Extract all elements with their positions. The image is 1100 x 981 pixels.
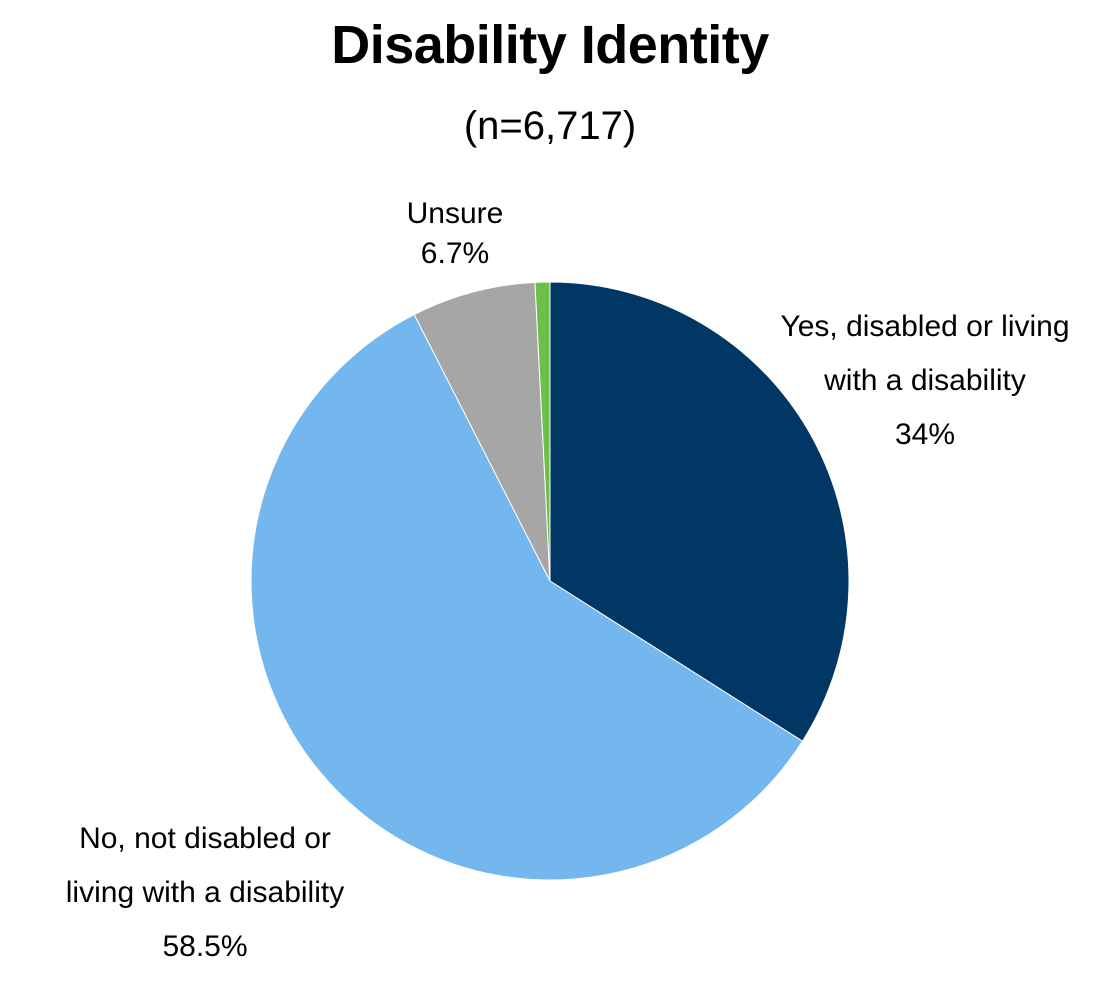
- pie-slice-yes: [549, 281, 850, 742]
- slice-label-no: No, not disabled or living with a disabi…: [40, 812, 370, 974]
- slice-label-unsure-line-1: Unsure: [406, 197, 504, 230]
- pie-slice-no: [250, 313, 804, 881]
- slice-label-yes-line-1: Yes, disabled or living: [780, 310, 1070, 343]
- slice-label-no-line-2: living with a disability: [65, 876, 345, 909]
- chart-subtitle: (n=6,717): [463, 104, 637, 148]
- slice-label-yes-line-2: with a disability: [824, 364, 1026, 397]
- slice-value-no: 58.5%: [162, 930, 248, 963]
- chart-title: Disability Identity: [331, 15, 769, 75]
- slice-value-unsure: 6.7%: [420, 237, 490, 270]
- slice-label-no-line-1: No, not disabled or: [79, 822, 331, 855]
- slice-value-yes: 34%: [894, 418, 956, 451]
- pie-slice-small: [534, 281, 551, 582]
- pie-slice-unsure: [413, 281, 551, 582]
- slice-label-unsure: Unsure 6.7%: [380, 194, 530, 274]
- slice-label-yes: Yes, disabled or living with a disabilit…: [760, 300, 1090, 462]
